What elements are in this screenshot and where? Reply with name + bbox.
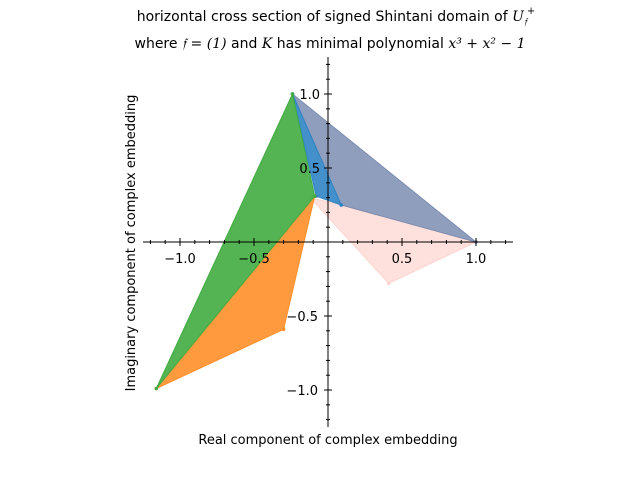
y-tick-label: −0.5 <box>286 310 318 325</box>
title-line-2-math-2: K <box>261 36 274 52</box>
title-line-2-math-1: 𝔣 = (1) <box>182 36 227 52</box>
title-line-2-math-3: x³ + x² − 1 <box>448 36 525 52</box>
title-line-1-math: U <box>512 9 525 25</box>
vertex-point <box>312 194 317 198</box>
x-tick-label: 1.0 <box>466 252 487 267</box>
chart-title: horizontal cross section of signed Shint… <box>135 6 536 52</box>
x-tick-label: −1.0 <box>164 252 196 267</box>
vertex-point <box>290 92 295 96</box>
vertex-point <box>154 386 159 391</box>
x-tick-label: 0.5 <box>392 252 413 267</box>
vertex-point <box>339 203 344 207</box>
title-line-2-mid: and <box>227 36 262 52</box>
region-polygon-3 <box>292 93 342 206</box>
title-line-1-math-sup: + <box>527 6 535 17</box>
title-line-1-prefix: horizontal cross section of signed Shint… <box>137 9 512 25</box>
vertex-point <box>281 327 286 332</box>
y-tick-label: −1.0 <box>286 384 318 399</box>
title-line-1: horizontal cross section of signed Shint… <box>137 6 536 28</box>
vertex-point <box>386 281 391 286</box>
y-tick-label: 0.5 <box>299 162 320 177</box>
x-tick-label: −0.5 <box>238 252 270 267</box>
title-line-1-math-sub: 𝔣 <box>524 17 529 28</box>
axes: −1.0 −0.5 0.5 1.0 1.0 0.5 −0.5 −1.0 <box>143 57 513 427</box>
y-tick-label: 1.0 <box>299 88 320 103</box>
title-line-2-prefix: where <box>135 36 182 52</box>
title-line-2: where 𝔣 = (1) and K has minimal polynomi… <box>135 36 526 52</box>
x-axis-label: Real component of complex embedding <box>198 433 457 448</box>
title-line-2-mid-2: has minimal polynomial <box>272 36 448 52</box>
y-axis-label: Imaginary component of complex embedding <box>124 95 139 392</box>
polygons <box>154 92 478 391</box>
